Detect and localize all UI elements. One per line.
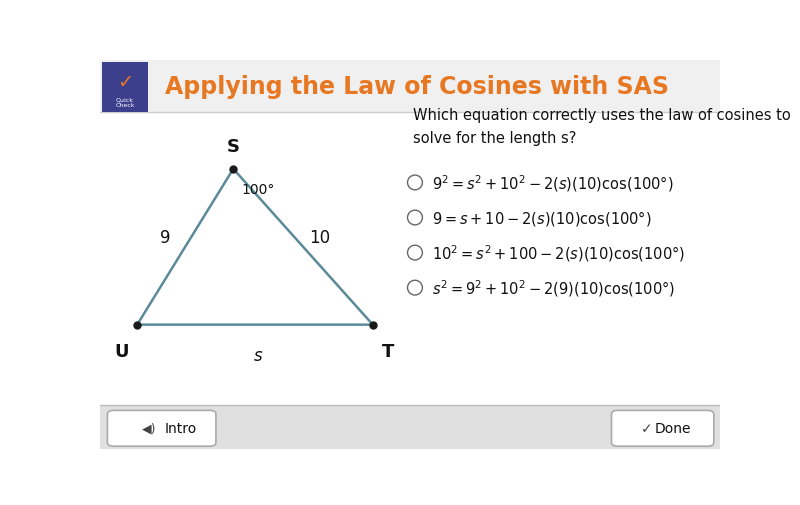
Text: $9^2 = s^2 + 10^2 - 2(s)(10)\mathregular{cos}(100°)$: $9^2 = s^2 + 10^2 - 2(s)(10)\mathregular…	[432, 173, 674, 193]
Text: Which equation correctly uses the law of cosines to
solve for the length s?: Which equation correctly uses the law of…	[413, 108, 791, 145]
FancyBboxPatch shape	[100, 61, 720, 113]
Text: $9 = s + 10 - 2(s)(10)\mathregular{cos}(100°)$: $9 = s + 10 - 2(s)(10)\mathregular{cos}(…	[432, 209, 651, 228]
Text: ✓: ✓	[641, 422, 652, 435]
Text: s: s	[254, 346, 262, 365]
FancyBboxPatch shape	[100, 405, 720, 449]
Text: ✓: ✓	[117, 73, 134, 92]
Text: S: S	[227, 138, 240, 156]
Text: Applying the Law of Cosines with SAS: Applying the Law of Cosines with SAS	[165, 75, 669, 99]
Text: 10: 10	[310, 229, 330, 246]
Text: 9: 9	[160, 229, 170, 246]
Text: U: U	[114, 342, 129, 361]
Text: $10^2 = s^2 + 100 - 2(s)(10)\mathregular{cos}(100°)$: $10^2 = s^2 + 100 - 2(s)(10)\mathregular…	[432, 243, 685, 264]
Text: Intro: Intro	[165, 422, 198, 435]
Text: T: T	[382, 342, 394, 361]
Text: Quick
Check: Quick Check	[115, 97, 135, 108]
Text: 100°: 100°	[242, 183, 274, 197]
FancyBboxPatch shape	[611, 411, 714, 446]
Text: $s^2 = 9^2 + 10^2 - 2(9)(10)\mathregular{cos}(100°)$: $s^2 = 9^2 + 10^2 - 2(9)(10)\mathregular…	[432, 278, 675, 298]
Text: ◀): ◀)	[142, 422, 157, 435]
FancyBboxPatch shape	[107, 411, 216, 446]
Text: Done: Done	[655, 422, 691, 435]
FancyBboxPatch shape	[102, 63, 148, 113]
